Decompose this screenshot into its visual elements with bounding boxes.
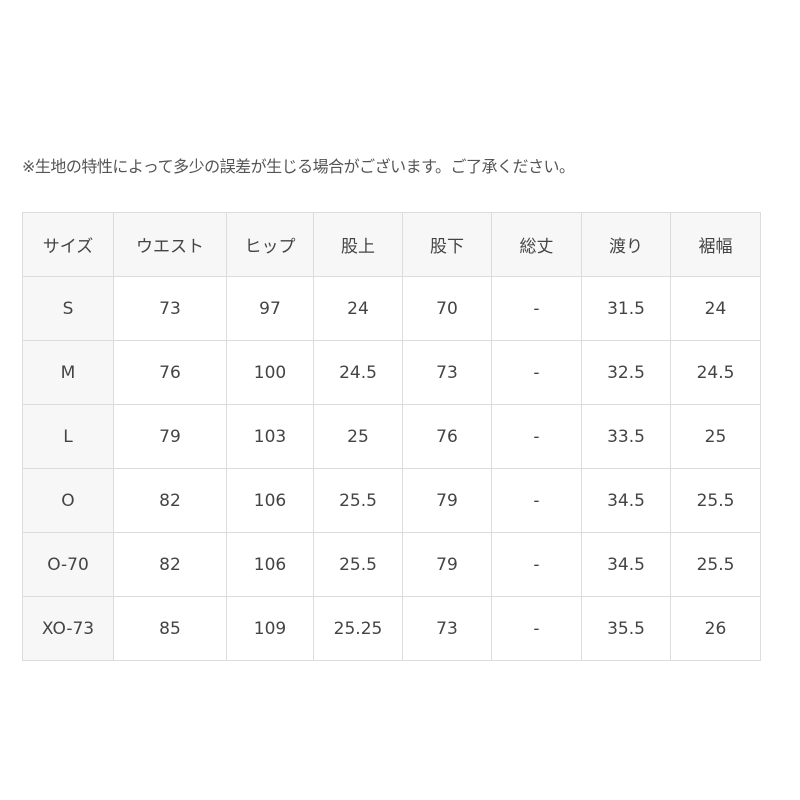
table-cell: 35.5 — [581, 596, 671, 661]
table-cell: 109 — [226, 596, 314, 661]
size-label-cell: O-70 — [22, 532, 114, 597]
disclaimer-note: ※生地の特性によって多少の誤差が生じる場合がございます。ご了承ください。 — [22, 157, 575, 176]
table-cell: 24.5 — [313, 340, 403, 405]
table-cell: 24 — [670, 276, 761, 341]
table-cell: 100 — [226, 340, 314, 405]
table-cell: - — [491, 404, 582, 469]
table-cell: - — [491, 276, 582, 341]
column-header: サイズ — [22, 212, 114, 277]
column-header: ヒップ — [226, 212, 314, 277]
size-label-cell: XO-73 — [22, 596, 114, 661]
table-cell: 25.5 — [670, 532, 761, 597]
table-cell: 79 — [402, 532, 492, 597]
table-cell: 26 — [670, 596, 761, 661]
table-cell: 106 — [226, 532, 314, 597]
table-cell: 85 — [113, 596, 227, 661]
table-row: XO-73 85 109 25.25 73-35.5 26 — [22, 596, 761, 661]
size-label-cell: S — [22, 276, 114, 341]
table-cell: 25.5 — [670, 468, 761, 533]
table-cell: 76 — [402, 404, 492, 469]
table-cell: 24 — [313, 276, 403, 341]
table-cell: 82 — [113, 532, 227, 597]
size-table: サイズ ウエスト ヒップ 股上 股下 総丈 渡り 裾幅 S 73 97 24 70-31.5 24 M 76… — [22, 212, 761, 661]
table-cell: 34.5 — [581, 532, 671, 597]
column-header: 股上 — [313, 212, 403, 277]
table-cell: 73 — [402, 340, 492, 405]
table-cell: 25 — [313, 404, 403, 469]
column-header: 渡り — [581, 212, 671, 277]
table-cell: 73 — [113, 276, 227, 341]
size-label-cell: L — [22, 404, 114, 469]
table-cell: - — [491, 340, 582, 405]
table-cell: 31.5 — [581, 276, 671, 341]
table-cell: 25 — [670, 404, 761, 469]
table-row: O 82 106 25.5 79-34.5 25.5 — [22, 468, 761, 533]
table-row: M 76 100 24.5 73-32.5 24.5 — [22, 340, 761, 405]
table-cell: 79 — [113, 404, 227, 469]
table-cell: 25.5 — [313, 468, 403, 533]
table-cell: 97 — [226, 276, 314, 341]
header-row: サイズ ウエスト ヒップ 股上 股下 総丈 渡り 裾幅 — [22, 212, 761, 277]
table-cell: 79 — [402, 468, 492, 533]
table-cell: 82 — [113, 468, 227, 533]
column-header: ウエスト — [113, 212, 227, 277]
table-cell: 73 — [402, 596, 492, 661]
column-header: 総丈 — [491, 212, 582, 277]
size-label-cell: O — [22, 468, 114, 533]
column-header: 裾幅 — [670, 212, 761, 277]
table-cell: 24.5 — [670, 340, 761, 405]
table-cell: - — [491, 468, 582, 533]
table-cell: 106 — [226, 468, 314, 533]
table-cell: 25.25 — [313, 596, 403, 661]
table-cell: - — [491, 532, 582, 597]
size-label-cell: M — [22, 340, 114, 405]
column-header: 股下 — [402, 212, 492, 277]
table-cell: 33.5 — [581, 404, 671, 469]
table-cell: 70 — [402, 276, 492, 341]
table-cell: 34.5 — [581, 468, 671, 533]
table-cell: 25.5 — [313, 532, 403, 597]
table-cell: 76 — [113, 340, 227, 405]
table-cell: 32.5 — [581, 340, 671, 405]
table-row: S 73 97 24 70-31.5 24 — [22, 276, 761, 341]
table-cell: 103 — [226, 404, 314, 469]
table-cell: - — [491, 596, 582, 661]
table-row: L 79 103 25 76-33.5 25 — [22, 404, 761, 469]
table-row: O-70 82 106 25.5 79-34.5 25.5 — [22, 532, 761, 597]
